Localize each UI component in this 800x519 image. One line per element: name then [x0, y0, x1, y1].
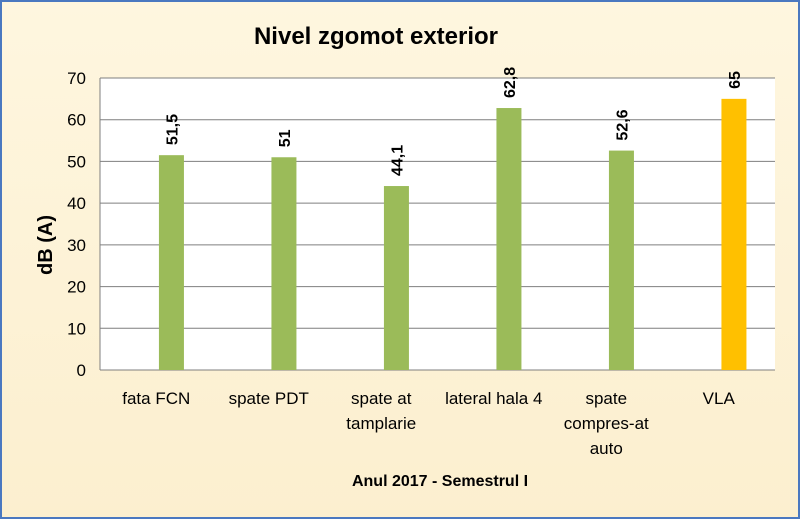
data-label: 65	[727, 71, 744, 89]
y-ticks: 0 10 20 30 40 50 60 70	[67, 69, 86, 380]
bars	[158, 98, 747, 370]
x-category-label: spate at	[351, 389, 412, 408]
y-tick-label: 0	[77, 361, 86, 380]
bar	[158, 155, 184, 370]
y-tick-label: 60	[67, 111, 86, 130]
bar	[271, 157, 297, 370]
x-category-label: VLA	[703, 389, 736, 408]
x-axis-label: Anul 2017 - Semestrul I	[352, 473, 528, 490]
data-label: 51	[277, 129, 294, 147]
y-tick-label: 40	[67, 194, 86, 213]
x-categories: fata FCN spate PDT spate at tamplarie latera…	[122, 389, 735, 458]
y-tick-label: 50	[67, 152, 86, 171]
bar	[383, 186, 409, 370]
data-label: 44,1	[389, 145, 406, 176]
y-tick-label: 20	[67, 278, 86, 297]
y-tick-label: 70	[67, 69, 86, 88]
x-category-label: auto	[590, 439, 623, 458]
x-category-label: fata FCN	[122, 389, 190, 408]
bar	[608, 150, 634, 370]
bar	[496, 108, 522, 370]
x-category-label: tamplarie	[346, 414, 416, 433]
x-category-label: spate	[585, 389, 627, 408]
x-category-label: compres-at	[564, 414, 649, 433]
plot-area	[100, 78, 775, 370]
bar	[721, 98, 747, 370]
y-tick-label: 30	[67, 236, 86, 255]
chart-title: Nivel zgomot exterior	[254, 23, 498, 50]
y-axis-label: dB (A)	[35, 215, 57, 275]
data-label: 51,5	[164, 114, 181, 145]
data-label: 52,6	[614, 109, 631, 140]
y-tick-label: 10	[67, 319, 86, 338]
data-label: 62,8	[502, 67, 519, 98]
x-category-label: lateral hala 4	[445, 389, 542, 408]
gridlines	[99, 77, 775, 371]
x-category-label: spate PDT	[229, 389, 309, 408]
data-labels: 51,5 51 44,1 62,8 52,6 65	[164, 67, 744, 176]
